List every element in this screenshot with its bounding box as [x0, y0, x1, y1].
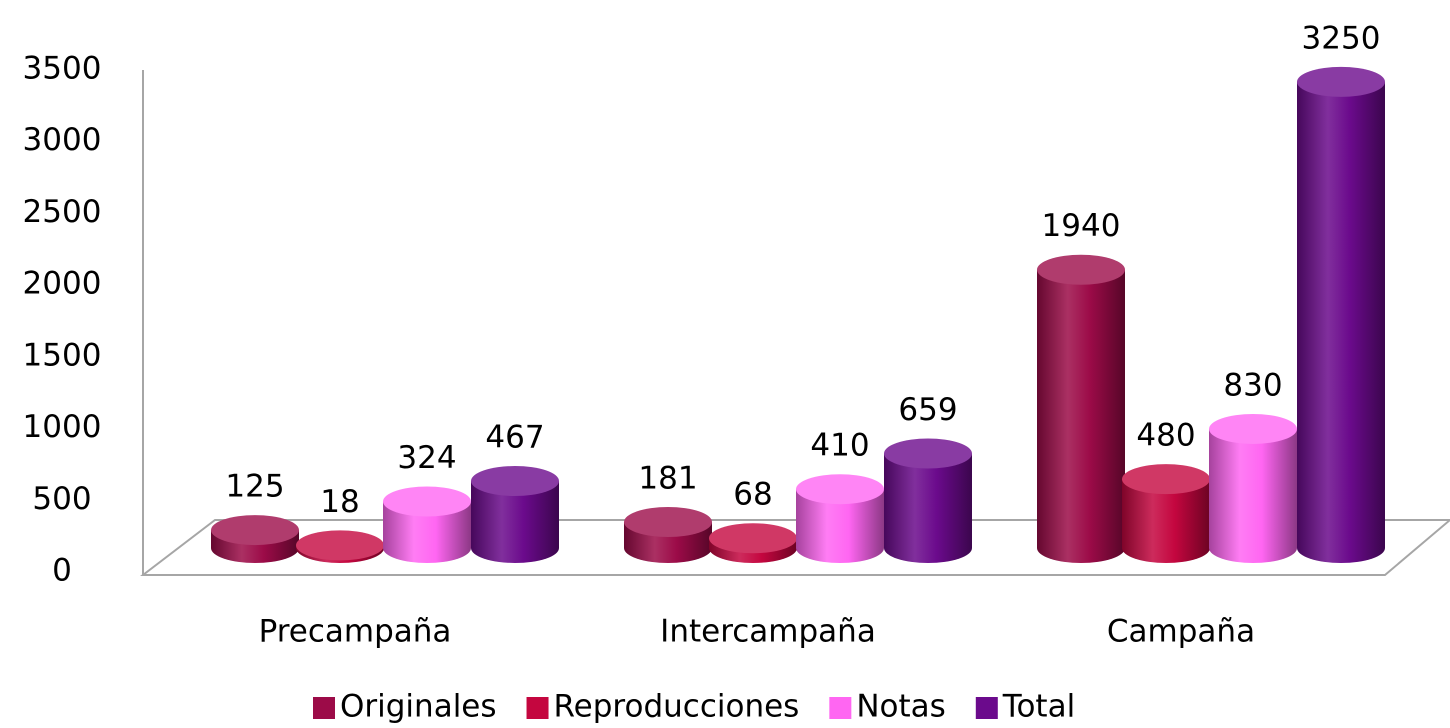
data-label: 830	[1223, 367, 1282, 403]
y-tick-label: 0	[52, 553, 72, 589]
legend-swatch	[313, 697, 335, 719]
bar-top	[1209, 413, 1297, 444]
bar-top	[624, 507, 712, 538]
bar-top	[1297, 66, 1385, 97]
x-tick-label: Intercampaña	[660, 614, 876, 650]
x-tick-label: Precampaña	[259, 614, 452, 650]
bar	[1297, 81, 1385, 563]
bar	[383, 501, 471, 563]
bar-top	[471, 466, 559, 497]
y-tick-label: 2500	[23, 194, 102, 230]
y-tick-label: 2000	[23, 266, 102, 302]
bar	[1209, 428, 1297, 563]
legend-swatch	[829, 697, 852, 719]
y-tick-label: 3000	[23, 122, 102, 158]
y-tick-label: 500	[32, 481, 91, 517]
data-label: 18	[320, 484, 359, 520]
y-tick-label: 1500	[23, 337, 102, 373]
data-label: 480	[1136, 418, 1195, 454]
data-label: 68	[733, 477, 772, 513]
bar-top	[884, 438, 972, 469]
bar	[471, 481, 559, 563]
bar-top	[709, 523, 797, 554]
y-tick-label: 1000	[23, 409, 102, 445]
data-label: 125	[225, 469, 284, 505]
legend-label: Originales	[340, 689, 497, 725]
y-tick-label: 3500	[23, 51, 102, 87]
bar-top	[383, 486, 471, 517]
bar	[884, 453, 972, 563]
floor	[140, 519, 1450, 576]
bar	[1122, 479, 1210, 563]
data-label: 181	[638, 461, 697, 497]
legend-swatch	[526, 697, 549, 719]
legend-label: Total	[1002, 689, 1075, 725]
bar	[796, 489, 884, 563]
bar-top	[1037, 254, 1125, 285]
legend-label: Notas	[856, 689, 945, 725]
x-tick-label: Campaña	[1107, 614, 1255, 650]
data-label: 467	[485, 420, 544, 456]
legend-label: Reproducciones	[554, 689, 800, 725]
data-label: 1940	[1042, 208, 1121, 244]
data-label: 3250	[1302, 20, 1381, 56]
bar	[1037, 269, 1125, 563]
data-label: 659	[898, 392, 957, 428]
data-label: 410	[810, 428, 869, 464]
legend-swatch	[975, 697, 998, 719]
bar-top	[796, 474, 884, 505]
bar-top	[1122, 464, 1210, 495]
data-label: 324	[397, 440, 456, 476]
bar-top	[211, 515, 299, 546]
bar-top	[296, 530, 384, 561]
